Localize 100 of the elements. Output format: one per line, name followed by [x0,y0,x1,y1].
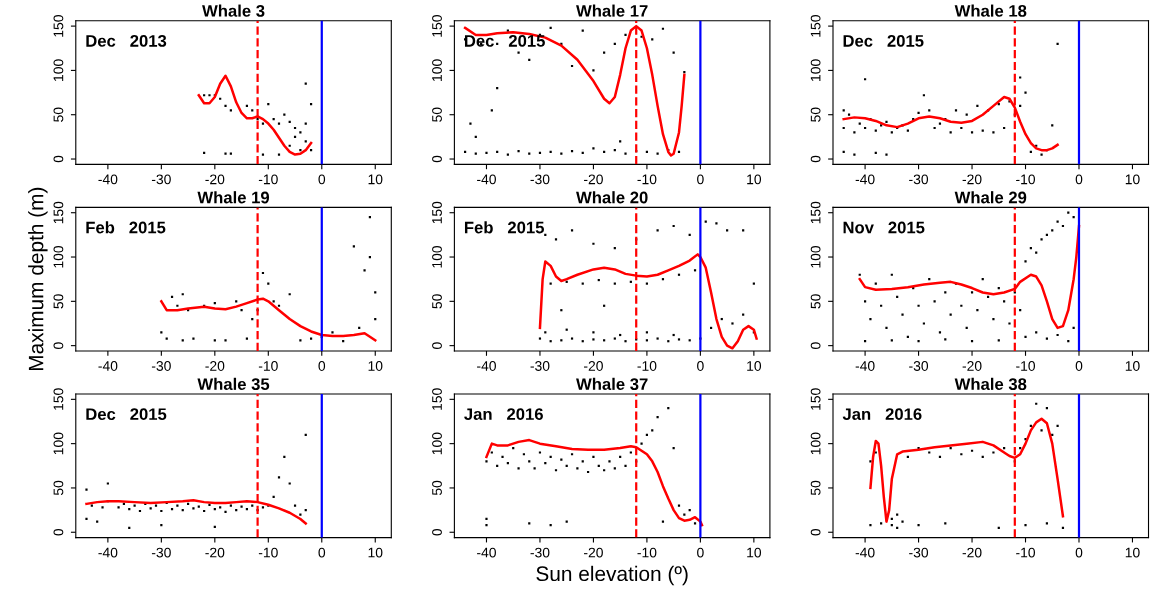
y-tick-label: 100 [53,432,64,455]
x-tick-label: 10 [747,174,762,185]
y-tick-label: 0 [810,528,821,536]
y-tick-label: 150 [53,15,64,37]
x-tick-label: -10 [1016,547,1036,558]
x-tick-label: -30 [530,361,550,371]
x-tick-label: -20 [584,547,603,558]
y-axis-title: Maximum depth (m) [28,187,48,371]
x-tick-label: -30 [909,547,929,558]
x-tick-label: -30 [151,174,171,185]
x-tick-label: -30 [909,174,929,185]
x-tick-label: 10 [747,547,762,558]
x-tick-label: -20 [962,361,982,371]
x-tick-label: 10 [368,361,383,371]
x-tick-label: -30 [530,547,550,558]
chart-title: Whale 17 [576,4,648,17]
x-tick-label: 0 [1075,361,1083,371]
chart-title: Whale 29 [954,191,1027,204]
y-tick-label: 0 [810,342,821,349]
y-tick-label: 0 [53,528,64,536]
x-tick-label: -10 [258,547,278,558]
x-tick-label: 10 [747,361,762,371]
y-tick-label: 100 [432,59,442,81]
x-tick-label: 0 [318,174,326,185]
y-tick-label: 50 [432,480,442,496]
y-tick-label: 150 [810,15,821,37]
x-tick-label: -30 [530,174,550,185]
x-tick-label: -20 [584,174,603,185]
x-tick-label: -20 [205,174,225,185]
y-tick-label: 0 [432,528,442,536]
x-tick-label: -40 [98,361,118,371]
x-tick-label: -40 [98,174,118,185]
y-tick-label: 0 [810,155,821,163]
y-tick-label: 150 [432,201,442,224]
y-tick-label: 50 [810,480,821,496]
y-tick-label: 50 [432,107,442,122]
annotation: Dec 2015 [843,34,924,47]
annotation: Feb 2015 [464,221,544,234]
x-tick-label: 0 [1075,547,1083,558]
y-tick-label: 50 [810,294,821,309]
x-tick-label: -10 [637,361,657,371]
x-tick-label: -40 [477,547,496,558]
x-tick-label: -10 [1016,174,1036,185]
y-tick-label: 100 [432,245,442,268]
x-tick-label: -10 [637,547,657,558]
x-tick-label: -10 [258,174,278,185]
y-tick-label: 150 [53,201,64,224]
y-tick-label: 50 [810,107,821,122]
x-tick-label: -10 [258,361,278,371]
x-tick-label: -10 [1016,361,1036,371]
x-tick-label: -40 [98,547,118,558]
y-tick-label: 100 [810,432,821,455]
x-tick-label: 10 [368,547,383,558]
chart-title: Whale 18 [954,4,1027,17]
x-tick-label: -30 [909,361,929,371]
x-tick-label: -40 [855,361,875,371]
x-tick-label: 10 [1125,174,1140,185]
y-tick-label: 0 [53,155,64,163]
x-tick-label: 0 [697,547,704,558]
chart-title: Whale 35 [197,377,270,391]
chart-title: Whale 3 [202,4,265,17]
y-tick-label: 0 [432,342,442,349]
x-tick-label: 0 [1075,174,1083,185]
chart-title: Whale 38 [954,377,1027,391]
y-tick-label: 100 [53,245,64,268]
y-tick-label: 50 [53,107,64,122]
x-tick-label: -40 [855,547,875,558]
y-tick-label: 50 [53,480,64,496]
y-tick-label: 0 [432,155,442,163]
x-tick-label: -40 [855,174,875,185]
y-tick-label: 50 [432,294,442,309]
annotation: Dec 2013 [86,34,167,47]
x-tick-label: -20 [962,174,982,185]
x-axis-title: Sun elevation (º) [536,565,688,586]
x-tick-label: 0 [318,547,326,558]
x-tick-label: 0 [318,361,326,371]
annotation: Feb 2015 [86,221,166,234]
x-tick-label: 0 [697,361,704,371]
x-tick-label: -40 [477,361,496,371]
y-tick-label: 150 [432,15,442,37]
y-tick-label: 150 [432,388,442,410]
y-tick-label: 100 [432,432,442,455]
y-tick-label: 50 [53,294,64,309]
annotation: Dec 2015 [86,408,167,421]
y-tick-label: 0 [53,342,64,349]
y-tick-label: 100 [810,245,821,268]
x-tick-label: 10 [1125,547,1140,558]
chart-title: Whale 20 [576,191,648,204]
y-tick-label: 150 [810,201,821,224]
annotation: Jan 2016 [842,408,922,421]
x-tick-label: -20 [205,547,225,558]
y-tick-label: 150 [810,388,821,410]
x-tick-label: -20 [962,547,982,558]
x-tick-label: -20 [205,361,225,371]
annotation: Nov 2015 [843,221,925,234]
x-tick-label: 10 [368,174,383,185]
annotation: Dec 2015 [464,34,545,47]
x-tick-label: -10 [637,174,657,185]
x-tick-label: -30 [151,547,171,558]
y-tick-label: 100 [810,59,821,81]
